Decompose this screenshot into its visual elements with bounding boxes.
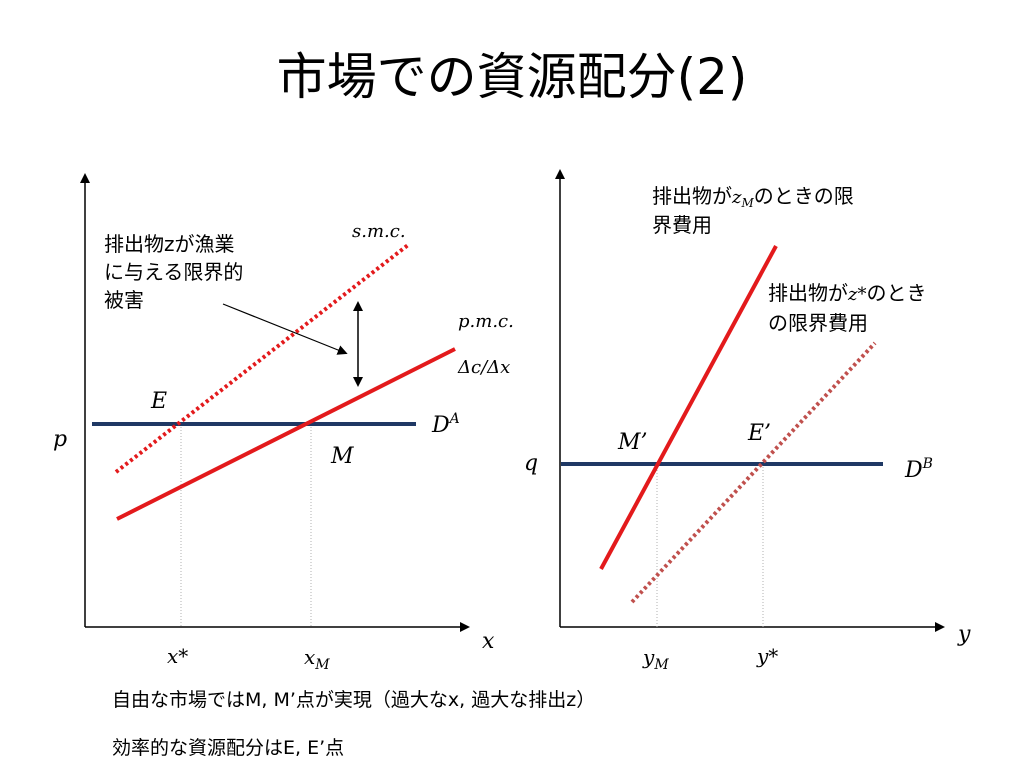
demand-B-label: DB: [904, 456, 933, 483]
ym-label: yM: [642, 645, 669, 673]
left-note-line-1: 排出物zが漁業: [104, 232, 235, 256]
smc-label: s.m.c.: [352, 221, 406, 242]
x-star-label: x*: [167, 644, 188, 668]
y-star-label: y*: [756, 644, 778, 668]
zm-note-line-1: 排出物がzMのときの限: [652, 184, 854, 210]
pmc-label: p.m.c.: [458, 311, 514, 332]
left-note-line-2: に与える限界的: [104, 260, 243, 284]
demand-A-sup: A: [448, 411, 460, 427]
delta-label: Δc/Δx: [457, 357, 510, 378]
zm-note-sub: M: [740, 196, 754, 210]
xm-base: x: [304, 645, 315, 669]
demand-A-label: DA: [431, 411, 460, 438]
right-diagram: 排出物がzMのときの限 界費用 排出物がz*のとき の限界費用 M’ E’ DB…: [524, 169, 971, 673]
right-zm-cost-line: [599, 245, 778, 570]
zm-note-line-2: 界費用: [652, 213, 712, 237]
point-Eprime-label: E’: [747, 421, 771, 446]
left-note-pointer: [222, 303, 348, 355]
page-title: 市場での資源配分(2): [276, 48, 748, 106]
bottom-line-1: 自由な市場ではM, M’点が実現（過大なx, 過大な排出z）: [112, 689, 596, 711]
x-axis-label: x: [482, 629, 495, 654]
left-pmc-line: [116, 347, 456, 521]
zm-note-post: のときの限: [754, 184, 854, 208]
bottom-line-2: 効率的な資源配分はE, E’点: [112, 737, 345, 759]
point-E-label: E: [150, 389, 167, 414]
zstar-note-line-2: の限界費用: [768, 311, 868, 335]
price-q-label: q: [524, 451, 538, 476]
y-axis-label: y: [957, 622, 971, 647]
demand-B-sup: B: [922, 456, 933, 472]
xm-sub: M: [314, 657, 330, 673]
demand-A-base: D: [431, 413, 450, 438]
zstar-note-post: のとき: [866, 281, 926, 305]
xm-label: xM: [304, 645, 330, 673]
demand-B-base: D: [904, 458, 923, 483]
zstar-note-var: z*: [847, 284, 866, 305]
price-p-label: p: [53, 427, 67, 452]
zm-note-var: z: [731, 187, 742, 208]
point-M-label: M: [330, 444, 354, 469]
left-note-line-3: 被害: [104, 288, 144, 312]
right-zstar-cost-line: [630, 341, 877, 604]
ym-sub: M: [653, 657, 669, 673]
zstar-note-line-1: 排出物がz*のとき: [768, 281, 926, 305]
left-diagram: 排出物zが漁業 に与える限界的 被害 s.m.c. p.m.c. Δc/Δx E…: [53, 173, 514, 673]
point-Mprime-label: M’: [617, 430, 648, 455]
left-smc-line: [114, 243, 410, 474]
zm-note-pre: 排出物が: [652, 184, 732, 208]
ym-base: y: [642, 645, 655, 669]
zstar-note-pre: 排出物が: [768, 281, 848, 305]
